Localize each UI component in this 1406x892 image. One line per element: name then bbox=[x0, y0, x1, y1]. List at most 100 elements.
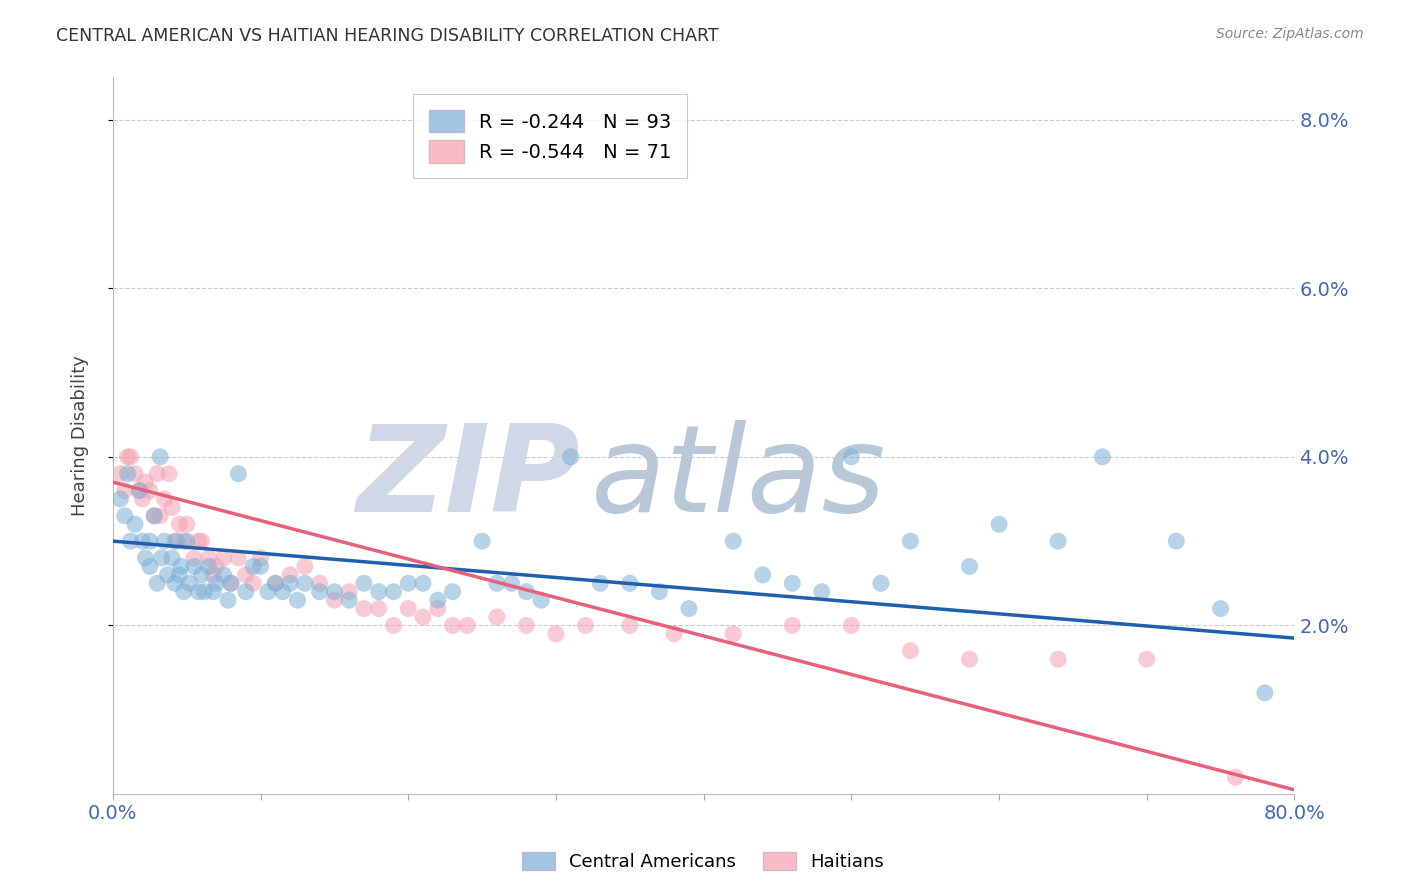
Point bbox=[143, 508, 166, 523]
Point bbox=[426, 593, 449, 607]
Point bbox=[294, 576, 316, 591]
Point bbox=[560, 450, 582, 464]
Point bbox=[183, 559, 205, 574]
Point bbox=[193, 584, 215, 599]
Point bbox=[780, 618, 803, 632]
Point bbox=[257, 584, 280, 599]
Point bbox=[120, 534, 142, 549]
Point bbox=[323, 584, 346, 599]
Point bbox=[1225, 770, 1247, 784]
Point bbox=[988, 517, 1011, 532]
Point bbox=[811, 584, 834, 599]
Point bbox=[146, 576, 169, 591]
Point bbox=[323, 593, 346, 607]
Point bbox=[841, 450, 863, 464]
Point bbox=[1136, 652, 1159, 666]
Point bbox=[1047, 534, 1070, 549]
Point bbox=[271, 584, 294, 599]
Point bbox=[228, 467, 250, 481]
Point bbox=[134, 551, 156, 566]
Point bbox=[471, 534, 494, 549]
Point bbox=[396, 576, 419, 591]
Point bbox=[382, 618, 405, 632]
Point bbox=[367, 601, 389, 615]
Point bbox=[353, 576, 375, 591]
Point bbox=[485, 610, 508, 624]
Point bbox=[170, 559, 193, 574]
Point bbox=[176, 517, 198, 532]
Point bbox=[149, 450, 172, 464]
Point bbox=[128, 483, 150, 498]
Point bbox=[959, 559, 981, 574]
Point bbox=[205, 559, 228, 574]
Point bbox=[242, 576, 264, 591]
Y-axis label: Hearing Disability: Hearing Disability bbox=[72, 355, 89, 516]
Point bbox=[124, 467, 146, 481]
Point bbox=[278, 576, 301, 591]
Point bbox=[212, 567, 235, 582]
Point bbox=[131, 491, 153, 506]
Point bbox=[202, 584, 225, 599]
Point bbox=[544, 627, 567, 641]
Point bbox=[163, 534, 186, 549]
Point bbox=[1047, 652, 1070, 666]
Point bbox=[1254, 686, 1277, 700]
Point bbox=[219, 576, 242, 591]
Point bbox=[900, 644, 922, 658]
Point bbox=[515, 584, 537, 599]
Point bbox=[198, 559, 221, 574]
Point bbox=[160, 551, 183, 566]
Point bbox=[294, 559, 316, 574]
Point bbox=[353, 601, 375, 615]
Point bbox=[619, 618, 641, 632]
Point bbox=[146, 467, 169, 481]
Point bbox=[179, 576, 201, 591]
Point bbox=[678, 601, 700, 615]
Point bbox=[530, 593, 553, 607]
Point bbox=[721, 534, 744, 549]
Point bbox=[219, 576, 242, 591]
Point bbox=[485, 576, 508, 591]
Point bbox=[1209, 601, 1232, 615]
Point bbox=[198, 551, 221, 566]
Point bbox=[128, 483, 150, 498]
Point bbox=[114, 483, 136, 498]
Point bbox=[157, 467, 180, 481]
Point bbox=[959, 652, 981, 666]
Point bbox=[249, 559, 271, 574]
Point bbox=[412, 576, 434, 591]
Point bbox=[515, 618, 537, 632]
Point bbox=[153, 534, 176, 549]
Point bbox=[648, 584, 671, 599]
Point bbox=[131, 534, 153, 549]
Point bbox=[589, 576, 612, 591]
Point bbox=[1166, 534, 1188, 549]
Point bbox=[217, 593, 239, 607]
Point bbox=[139, 534, 162, 549]
Point bbox=[153, 491, 176, 506]
Point bbox=[134, 475, 156, 489]
Point bbox=[278, 567, 301, 582]
Point bbox=[367, 584, 389, 599]
Point bbox=[242, 559, 264, 574]
Point bbox=[173, 534, 195, 549]
Point bbox=[249, 551, 271, 566]
Point bbox=[574, 618, 596, 632]
Point bbox=[287, 593, 309, 607]
Point bbox=[190, 567, 212, 582]
Point bbox=[870, 576, 893, 591]
Point bbox=[183, 551, 205, 566]
Point bbox=[160, 500, 183, 515]
Point bbox=[841, 618, 863, 632]
Point bbox=[139, 483, 162, 498]
Point bbox=[456, 618, 478, 632]
Point bbox=[308, 576, 330, 591]
Point bbox=[173, 584, 195, 599]
Point bbox=[120, 450, 142, 464]
Point bbox=[412, 610, 434, 624]
Point bbox=[751, 567, 773, 582]
Point bbox=[156, 567, 179, 582]
Point bbox=[176, 534, 198, 549]
Point bbox=[501, 576, 523, 591]
Point bbox=[187, 534, 209, 549]
